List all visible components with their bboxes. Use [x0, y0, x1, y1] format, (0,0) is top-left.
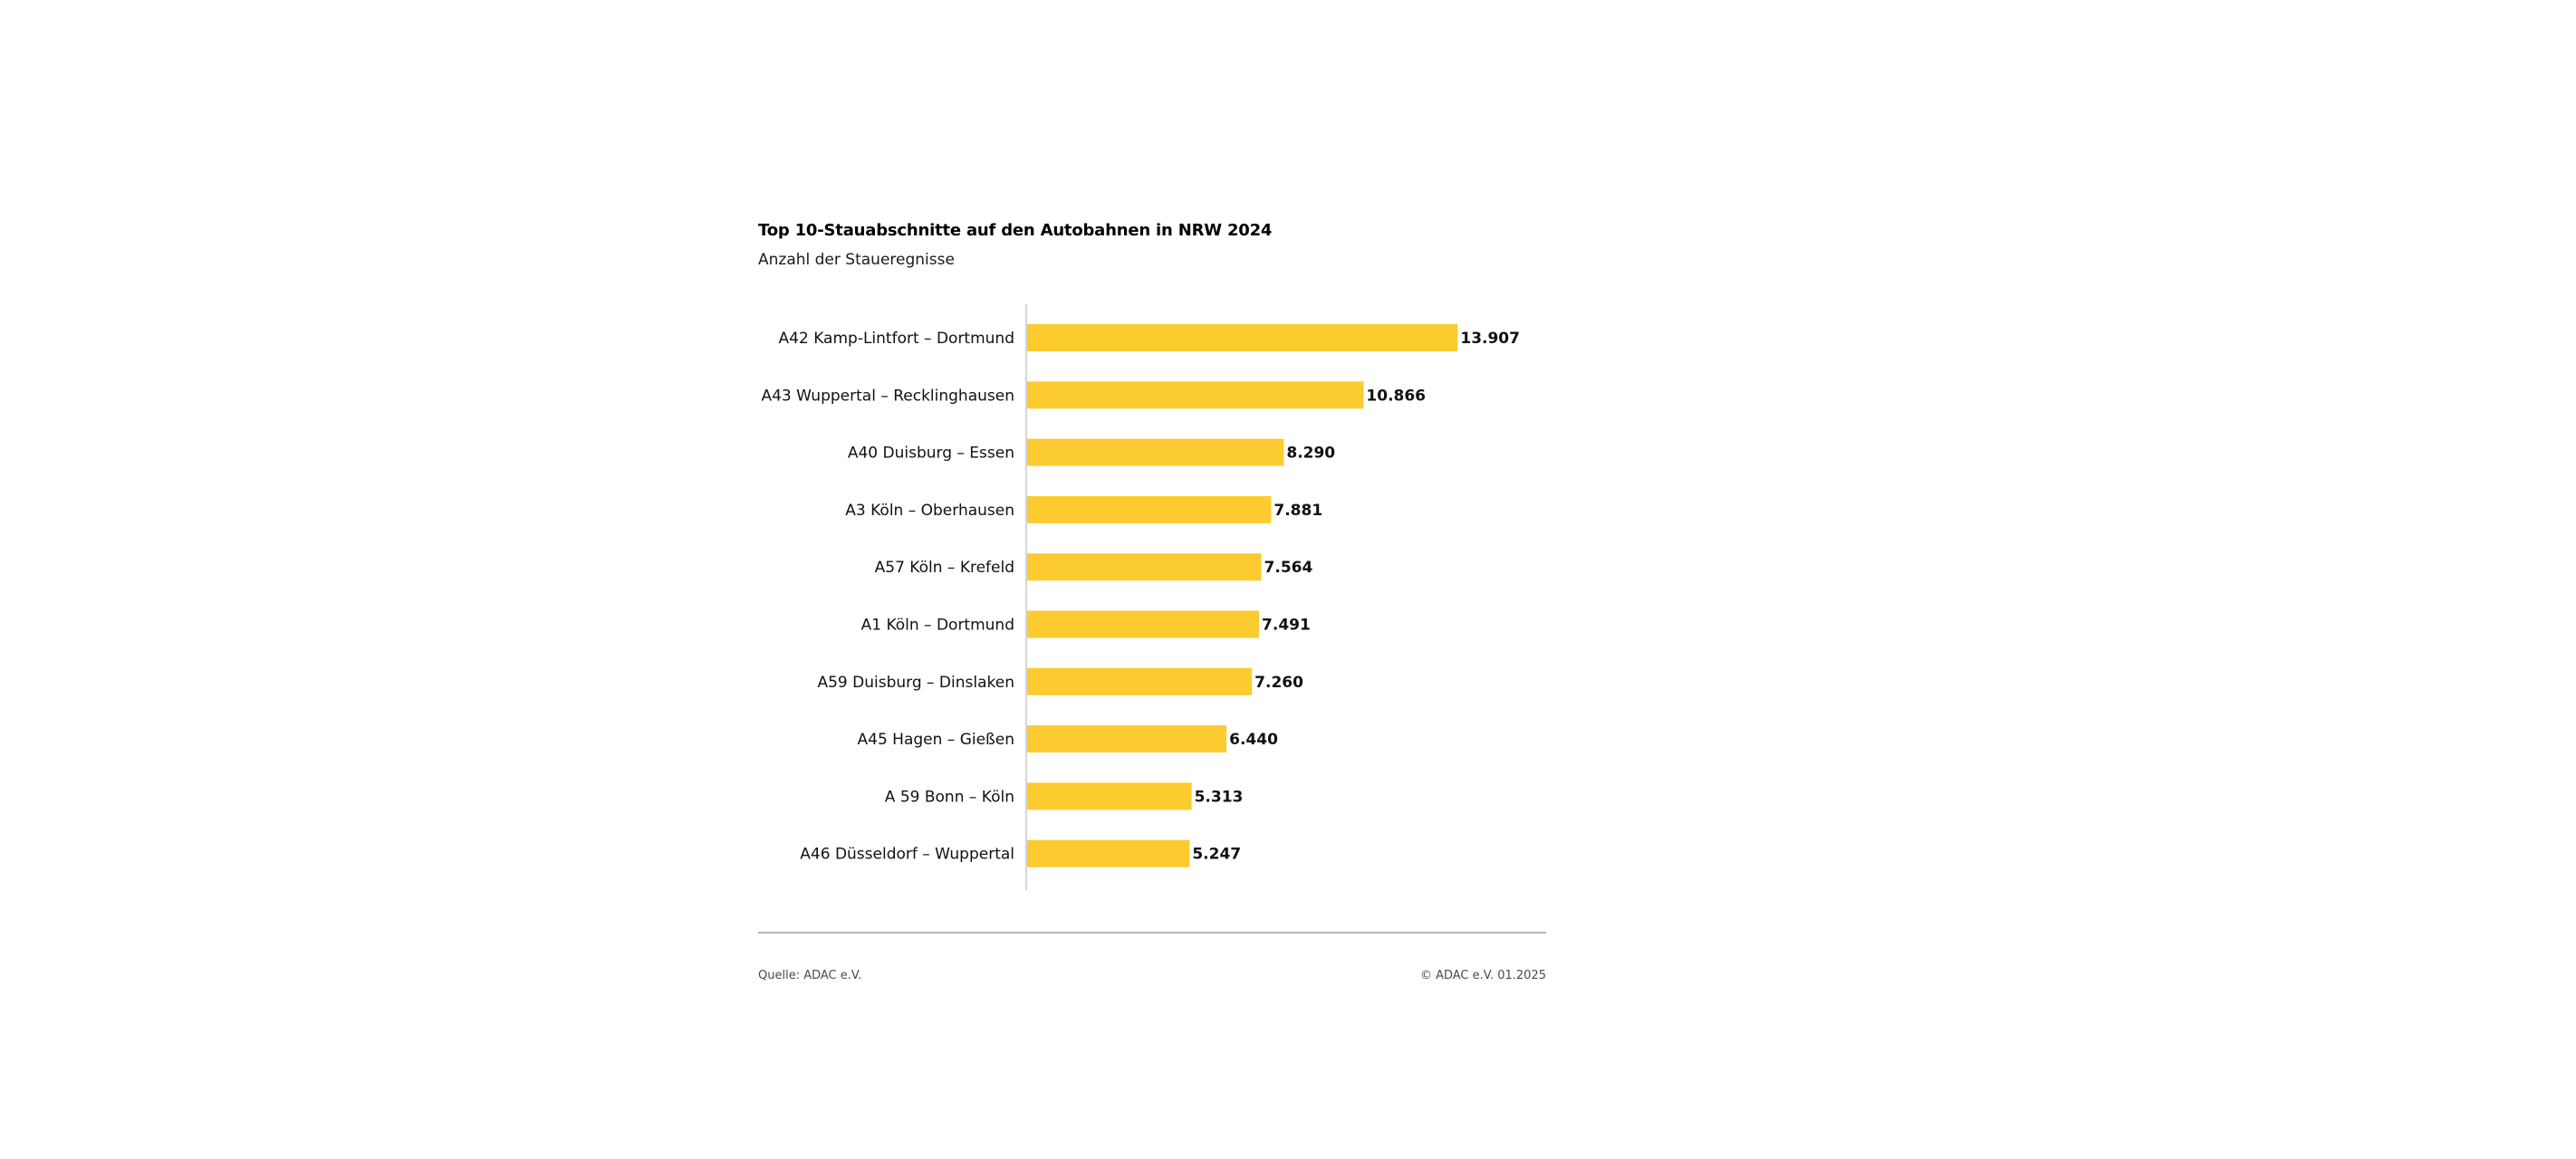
value-label: 10.866	[1366, 387, 1426, 405]
value-label: 7.491	[1262, 617, 1311, 635]
bar	[1027, 782, 1192, 810]
chart-subtitle: Anzahl der Staueregnisse	[758, 251, 955, 269]
value-label: 6.440	[1229, 731, 1278, 749]
bar	[1027, 381, 1364, 409]
bar	[1027, 495, 1272, 523]
footer-divider	[758, 932, 1546, 934]
category-label: A3 Köln – Oberhausen	[845, 502, 1014, 520]
bar	[1027, 610, 1260, 638]
bar-chart-plot: A42 Kamp-Lintfort – Dortmund 13.907 A43 Wu…	[761, 304, 1520, 890]
value-label: 13.907	[1460, 330, 1520, 348]
category-label: A46 Düsseldorf – Wuppertal	[800, 846, 1014, 864]
bar	[1027, 438, 1284, 466]
bar	[1027, 839, 1190, 867]
bar	[1027, 725, 1227, 753]
category-label: A57 Köln – Krefeld	[875, 559, 1014, 577]
category-label: A42 Kamp-Lintfort – Dortmund	[779, 330, 1014, 348]
bar	[1027, 553, 1262, 581]
value-label: 5.313	[1195, 788, 1244, 806]
bar	[1027, 324, 1458, 351]
value-label: 8.290	[1286, 445, 1335, 463]
category-label: A 59 Bonn – Köln	[885, 788, 1014, 806]
category-label: A1 Köln – Dortmund	[861, 617, 1014, 635]
value-label: 5.247	[1192, 846, 1241, 864]
bar	[1027, 667, 1253, 695]
category-label: A43 Wuppertal – Recklinghausen	[761, 387, 1014, 405]
source-note: Quelle: ADAC e.V.	[758, 969, 862, 982]
chart-container: Top 10-Stauabschnitte auf den Autobahnen…	[758, 214, 1546, 992]
chart-title: Top 10-Stauabschnitte auf den Autobahnen…	[758, 221, 1273, 240]
copyright-note: © ADAC e.V. 01.2025	[1419, 969, 1546, 982]
value-label: 7.564	[1264, 559, 1313, 577]
category-label: A45 Hagen – Gießen	[858, 731, 1015, 749]
category-label: A59 Duisburg – Dinslaken	[817, 674, 1014, 692]
category-label: A40 Duisburg – Essen	[848, 445, 1014, 463]
value-label: 7.260	[1254, 674, 1303, 692]
value-label: 7.881	[1274, 502, 1322, 520]
